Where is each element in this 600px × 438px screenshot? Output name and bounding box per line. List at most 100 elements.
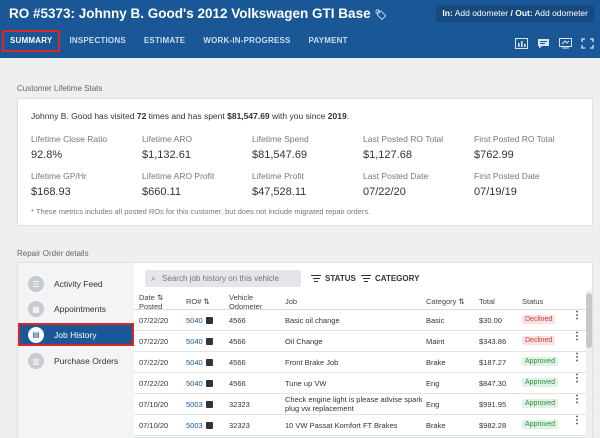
cell-job: 10 VW Passat Komfort FT Brakes xyxy=(285,421,398,430)
col-category[interactable]: Category ⇅ xyxy=(426,297,465,307)
cell-ro-link[interactable]: 5003 xyxy=(186,421,213,430)
stat-last-ro-total: Last Posted RO Total $1,127.68 xyxy=(363,134,473,161)
stat-profit: Lifetime Profit $47,528.11 xyxy=(252,171,362,198)
job-history-table: Date ⇅ Posted RO# ⇅ Vehicle Odometer Job C… xyxy=(134,290,594,436)
stat-value: $1,132.61 xyxy=(142,149,191,161)
nav-purchase-orders[interactable]: ▥ Purchase Orders xyxy=(18,350,134,372)
cell-job: Front Brake Job xyxy=(285,358,339,367)
more-options-icon[interactable]: ⋮ xyxy=(572,352,582,363)
tab-work-in-progress[interactable]: WORK-IN-PROGRESS xyxy=(203,36,291,45)
ro-number[interactable]: 5040 xyxy=(186,379,203,388)
stat-value: 07/19/19 xyxy=(474,186,517,198)
table-row[interactable]: 07/22/20 5040 4566 Tune up VW Eng $847.3… xyxy=(134,373,594,394)
cell-date: 07/22/20 xyxy=(139,358,169,367)
purchase-order-icon: ▥ xyxy=(28,353,44,369)
cell-ro-link[interactable]: 5040 xyxy=(186,316,213,325)
expand-icon[interactable] xyxy=(581,38,594,49)
ro-document-icon[interactable] xyxy=(205,422,213,429)
scrollbar-thumb[interactable] xyxy=(586,293,592,348)
search-input[interactable] xyxy=(162,274,293,283)
cell-date: 07/22/20 xyxy=(139,316,169,325)
stat-first-posted-date: First Posted Date 07/19/19 xyxy=(474,171,584,198)
odometer-in-value[interactable]: Add odometer xyxy=(454,8,509,18)
col-odo-line2: Odometer xyxy=(229,301,263,311)
more-options-icon[interactable]: ⋮ xyxy=(572,373,582,384)
cell-odometer: 32323 xyxy=(229,421,250,430)
stats-footnote: * These metrics includes all posted ROs … xyxy=(31,207,371,216)
stat-value: $47,528.11 xyxy=(252,186,307,198)
table-scrollbar[interactable] xyxy=(586,290,592,438)
col-date-line1: Date xyxy=(139,293,155,302)
visit-year: 2019 xyxy=(327,111,347,121)
odometer-pill[interactable]: In: Add odometer / Out: Add odometer xyxy=(436,5,594,22)
nav-job-history[interactable]: ▤ Job History xyxy=(18,323,134,346)
col-date-posted[interactable]: Date ⇅ Posted xyxy=(139,293,163,311)
col-odo-line1: Vehicle xyxy=(229,293,254,302)
cell-date: 07/10/20 xyxy=(139,400,169,409)
chart-icon[interactable] xyxy=(515,38,528,49)
tab-payment[interactable]: PAYMENT xyxy=(308,36,348,45)
ro-number[interactable]: 5040 xyxy=(186,316,203,325)
tag-icon[interactable]: 🏷︎ xyxy=(374,10,388,21)
ro-number[interactable]: 5040 xyxy=(186,337,203,346)
ro-number[interactable]: 5040 xyxy=(186,358,203,367)
activity-feed-icon: ☰ xyxy=(28,276,44,292)
more-options-icon[interactable]: ⋮ xyxy=(572,331,582,342)
cell-job: Tune up VW xyxy=(285,379,327,388)
cell-category: Brake xyxy=(426,421,446,430)
visit-prefix: Johnny B. Good has visited xyxy=(31,111,137,121)
ro-document-icon[interactable] xyxy=(205,338,213,345)
tab-inspections[interactable]: INSPECTIONS xyxy=(69,36,126,45)
visit-mid: times and has spent xyxy=(146,111,228,121)
cell-job: Oil Change xyxy=(285,337,323,346)
status-filter[interactable]: STATUS xyxy=(311,273,356,284)
col-category-label: Category xyxy=(426,297,457,306)
tab-summary[interactable]: SUMMARY xyxy=(2,30,61,52)
ro-document-icon[interactable] xyxy=(205,380,213,387)
stats-section-label: Customer Lifetime Stats xyxy=(17,84,103,93)
col-ro[interactable]: RO# ⇅ xyxy=(186,297,210,307)
cell-category: Brake xyxy=(426,358,446,367)
category-filter[interactable]: CATEGORY xyxy=(361,273,419,284)
visit-suffix: . xyxy=(346,111,350,121)
table-row[interactable]: 07/22/20 5040 4566 Front Brake Job Brake… xyxy=(134,352,594,373)
odometer-out-value[interactable]: Add odometer xyxy=(534,8,588,18)
cell-ro-link[interactable]: 5040 xyxy=(186,337,213,346)
stat-aro: Lifetime ARO $1,132.61 xyxy=(142,134,252,161)
odometer-in-label: In: xyxy=(442,8,453,18)
visit-summary: Johnny B. Good has visited 72 times and … xyxy=(31,111,349,121)
ro-number[interactable]: 5003 xyxy=(186,421,203,430)
calendar-icon: ▦ xyxy=(28,301,44,317)
visit-count: 72 xyxy=(136,111,147,121)
status-badge: Approved xyxy=(522,357,558,366)
tab-estimate[interactable]: ESTIMATE xyxy=(143,36,186,45)
visit-mid2: with you since xyxy=(269,111,328,121)
table-row[interactable]: 07/22/20 5040 4566 Oil Change Maint $343… xyxy=(134,331,594,352)
nav-appointments[interactable]: ▦ Appointments xyxy=(18,298,134,320)
cell-ro-link[interactable]: 5003 xyxy=(186,400,213,409)
ro-document-icon[interactable] xyxy=(205,401,213,408)
more-options-icon[interactable]: ⋮ xyxy=(572,415,582,426)
more-options-icon[interactable]: ⋮ xyxy=(572,394,582,405)
cell-ro-link[interactable]: 5040 xyxy=(186,358,213,367)
nav-activity-feed[interactable]: ☰ Activity Feed xyxy=(18,273,134,295)
col-job: Job xyxy=(285,297,298,306)
main-tabs: SUMMARY INSPECTIONS ESTIMATE WORK-IN-PRO… xyxy=(0,30,357,52)
cell-category: Eng xyxy=(426,400,440,409)
chat-icon[interactable] xyxy=(537,38,550,49)
ro-document-icon[interactable] xyxy=(205,317,213,324)
col-vehicle-odometer[interactable]: Vehicle Odometer xyxy=(229,293,263,311)
table-row[interactable]: 07/10/20 5003 32323 10 VW Passat Komfort… xyxy=(134,415,594,436)
more-options-icon[interactable]: ⋮ xyxy=(572,310,582,321)
repair-order-panel: ☰ Activity Feed ▦ Appointments ▤ Job His… xyxy=(17,262,594,438)
stat-value: $1,127.68 xyxy=(363,149,412,161)
ro-document-icon[interactable] xyxy=(205,359,213,366)
cell-ro-link[interactable]: 5040 xyxy=(186,379,213,388)
screen-icon[interactable] xyxy=(559,38,572,49)
table-row[interactable]: 07/22/20 5040 4566 Basic oil change Basi… xyxy=(134,310,594,331)
ro-side-nav: ☰ Activity Feed ▦ Appointments ▤ Job His… xyxy=(18,263,134,438)
cell-date: 07/22/20 xyxy=(139,379,169,388)
stat-value: $168.93 xyxy=(31,186,71,198)
ro-number[interactable]: 5003 xyxy=(186,400,203,409)
table-row[interactable]: 07/10/20 5003 32323 Check engine light i… xyxy=(134,394,594,415)
